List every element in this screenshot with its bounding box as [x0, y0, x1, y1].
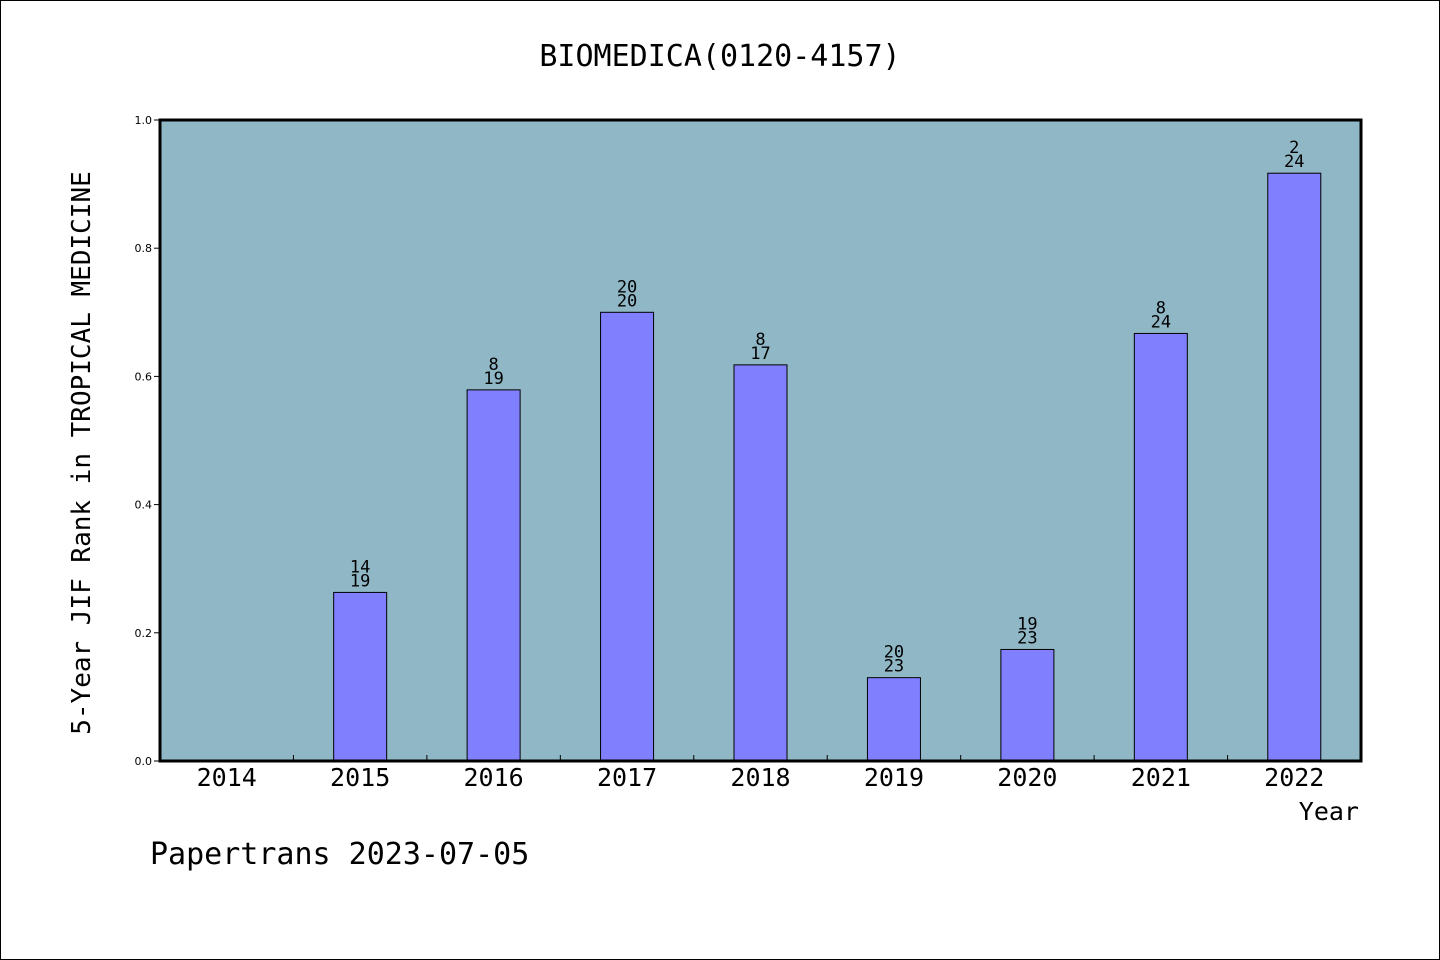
bar [866, 677, 921, 762]
rank-label: 8 [488, 355, 498, 375]
x-tick-label: 2018 [730, 763, 790, 792]
bar [1133, 332, 1188, 762]
total-label: 23 [884, 657, 904, 677]
bar [466, 389, 521, 762]
x-axis-label: Year [1299, 797, 1359, 826]
x-tick-label: 2016 [464, 763, 524, 792]
x-tick-label: 2019 [864, 763, 924, 792]
bar [600, 311, 655, 762]
total-label: 24 [1284, 152, 1304, 172]
bar [1000, 648, 1055, 762]
total-label: 23 [1017, 628, 1037, 648]
y-axis-label: 5-Year JIF Rank in TROPICAL MEDICINE [67, 171, 97, 735]
y-tick-label: 0.8 [135, 242, 153, 255]
y-tick-label: 0.2 [135, 627, 153, 640]
total-label: 19 [483, 369, 503, 389]
y-tick-label: 1.0 [135, 114, 153, 127]
chart-title: BIOMEDICA(0120-4157) [539, 39, 900, 74]
y-tick-label: 0.4 [135, 499, 153, 512]
y-axis: 0.0 0.2 0.4 0.6 0.8 1.0 [135, 114, 160, 768]
x-tick-label: 2015 [330, 763, 390, 792]
bar-series [333, 172, 1322, 762]
bar [733, 364, 788, 762]
x-tick-label: 2017 [597, 763, 657, 792]
total-label: 24 [1151, 312, 1171, 332]
rank-label: 14 [350, 557, 370, 577]
bar [1267, 172, 1322, 762]
x-tick-label: 2014 [197, 763, 257, 792]
x-tick-label: 2022 [1264, 763, 1324, 792]
rank-label: 19 [1017, 614, 1037, 634]
rank-label: 8 [1156, 298, 1166, 318]
x-tick-label: 2021 [1131, 763, 1191, 792]
footer-text: Papertrans 2023-07-05 [150, 837, 529, 872]
rank-label: 20 [884, 643, 904, 663]
rank-label: 8 [755, 330, 765, 350]
total-label: 20 [617, 291, 637, 311]
rank-label: 20 [617, 277, 637, 297]
total-label: 19 [350, 571, 370, 591]
bar [333, 591, 388, 762]
total-label: 17 [750, 344, 770, 364]
x-tick-label: 2020 [997, 763, 1057, 792]
y-tick-label: 0.6 [135, 370, 153, 383]
y-tick-label: 0.0 [135, 755, 153, 768]
plot-border [158, 118, 1363, 763]
x-axis: 2014 2015 2016 2017 2018 2019 2020 2021 2022 [197, 755, 1324, 792]
rank-label: 2 [1289, 138, 1299, 158]
